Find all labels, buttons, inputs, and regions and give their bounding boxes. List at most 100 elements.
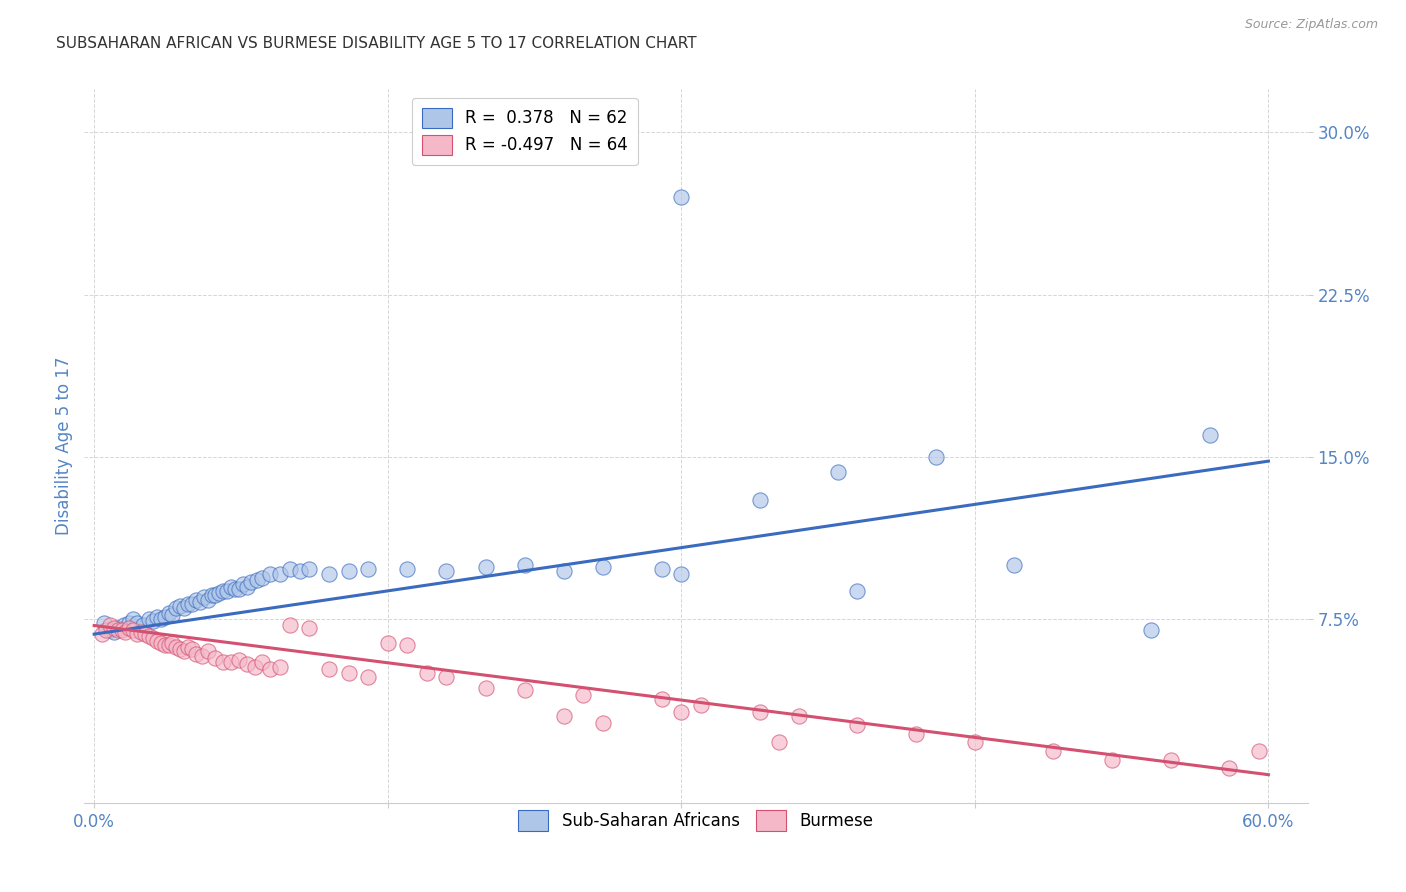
- Point: [138, 629, 160, 643]
- Point: [243, 659, 266, 673]
- Point: [212, 583, 235, 598]
- Point: [1140, 623, 1163, 637]
- Point: [377, 636, 399, 650]
- Point: [146, 610, 169, 624]
- Point: [204, 588, 226, 602]
- Point: [846, 583, 869, 598]
- Point: [963, 735, 986, 749]
- Point: [396, 638, 419, 652]
- Point: [269, 566, 291, 581]
- Point: [846, 718, 869, 732]
- Point: [259, 662, 281, 676]
- Point: [396, 562, 419, 576]
- Point: [110, 623, 132, 637]
- Point: [1198, 428, 1220, 442]
- Point: [173, 601, 195, 615]
- Point: [107, 623, 129, 637]
- Point: [1160, 753, 1182, 767]
- Point: [513, 558, 536, 572]
- Point: [748, 493, 770, 508]
- Point: [184, 592, 207, 607]
- Point: [671, 705, 693, 719]
- Point: [165, 640, 187, 654]
- Point: [592, 715, 614, 730]
- Point: [768, 735, 790, 749]
- Y-axis label: Disability Age 5 to 17: Disability Age 5 to 17: [55, 357, 73, 535]
- Point: [337, 565, 360, 579]
- Point: [651, 562, 673, 576]
- Point: [200, 588, 222, 602]
- Point: [298, 621, 321, 635]
- Point: [436, 565, 458, 579]
- Point: [204, 651, 226, 665]
- Point: [165, 601, 187, 615]
- Point: [337, 666, 360, 681]
- Point: [142, 632, 165, 646]
- Point: [118, 616, 141, 631]
- Point: [169, 599, 191, 613]
- Point: [173, 644, 195, 658]
- Point: [288, 565, 311, 579]
- Point: [553, 565, 575, 579]
- Point: [651, 692, 673, 706]
- Point: [98, 623, 121, 637]
- Point: [671, 190, 693, 204]
- Legend: Sub-Saharan Africans, Burmese: Sub-Saharan Africans, Burmese: [512, 804, 880, 838]
- Point: [219, 580, 242, 594]
- Point: [436, 670, 458, 684]
- Point: [1042, 744, 1064, 758]
- Point: [1247, 744, 1270, 758]
- Point: [177, 597, 200, 611]
- Point: [269, 659, 291, 673]
- Text: SUBSAHARAN AFRICAN VS BURMESE DISABILITY AGE 5 TO 17 CORRELATION CHART: SUBSAHARAN AFRICAN VS BURMESE DISABILITY…: [56, 36, 697, 51]
- Point: [122, 623, 145, 637]
- Point: [153, 610, 176, 624]
- Point: [671, 566, 693, 581]
- Point: [236, 580, 259, 594]
- Point: [134, 627, 156, 641]
- Point: [357, 670, 380, 684]
- Point: [153, 638, 176, 652]
- Point: [191, 648, 214, 663]
- Point: [925, 450, 948, 464]
- Point: [91, 627, 114, 641]
- Point: [232, 577, 254, 591]
- Point: [193, 591, 215, 605]
- Point: [318, 566, 340, 581]
- Point: [278, 562, 301, 576]
- Point: [122, 612, 145, 626]
- Point: [197, 592, 219, 607]
- Point: [197, 644, 219, 658]
- Point: [474, 560, 496, 574]
- Point: [1101, 753, 1123, 767]
- Point: [278, 618, 301, 632]
- Point: [107, 621, 129, 635]
- Point: [146, 633, 169, 648]
- Point: [553, 709, 575, 723]
- Point: [129, 624, 152, 639]
- Point: [98, 618, 121, 632]
- Point: [748, 705, 770, 719]
- Point: [212, 655, 235, 669]
- Point: [162, 607, 184, 622]
- Point: [94, 623, 117, 637]
- Point: [181, 642, 204, 657]
- Point: [318, 662, 340, 676]
- Point: [132, 618, 155, 632]
- Point: [357, 562, 380, 576]
- Point: [827, 465, 849, 479]
- Point: [224, 582, 246, 596]
- Point: [572, 688, 595, 702]
- Point: [93, 616, 115, 631]
- Point: [138, 612, 160, 626]
- Point: [252, 571, 274, 585]
- Point: [228, 653, 250, 667]
- Point: [298, 562, 321, 576]
- Point: [1002, 558, 1025, 572]
- Point: [149, 636, 172, 650]
- Point: [236, 657, 259, 672]
- Point: [259, 566, 281, 581]
- Point: [217, 583, 239, 598]
- Point: [181, 597, 204, 611]
- Point: [513, 683, 536, 698]
